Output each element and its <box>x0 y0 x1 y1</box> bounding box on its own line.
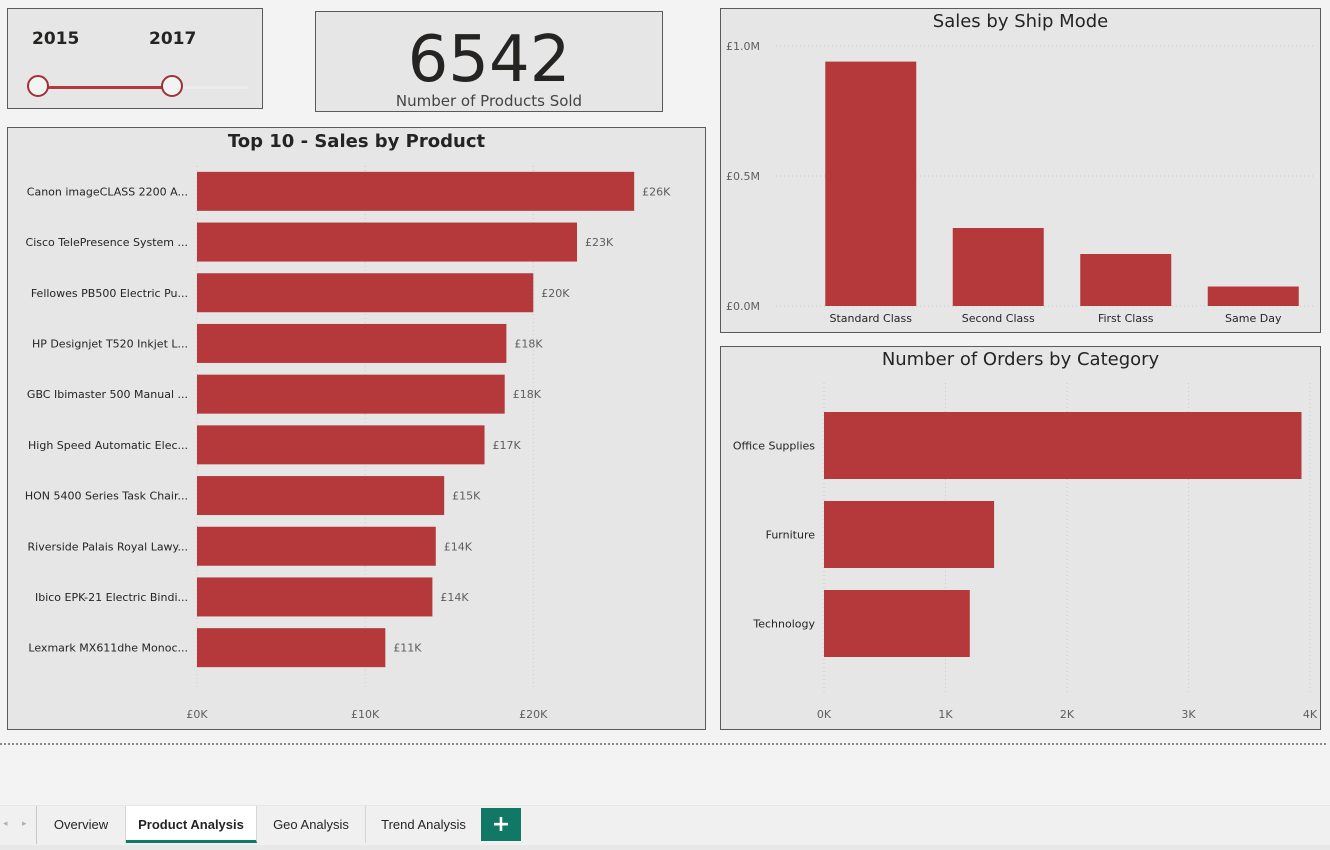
ship-mode-chart[interactable]: Sales by Ship Mode £0.0M £0.5M £1.0M Standa… <box>720 8 1321 333</box>
page-tab-bar: ◂ ▸ Overview Product Analysis Geo Analys… <box>0 805 1330 846</box>
category-label: Furniture <box>766 529 816 542</box>
chart-title: Number of Orders by Category <box>881 349 1160 370</box>
y-tick-label: £0.5M <box>726 170 760 183</box>
category-label: Standard Class <box>830 312 913 325</box>
category-label: Ibico EPK-21 Electric Bindi... <box>35 591 188 604</box>
data-label: £15K <box>452 490 481 503</box>
data-label: £14K <box>444 540 473 553</box>
category-label: Office Supplies <box>733 440 815 453</box>
tab-trend-analysis[interactable]: Trend Analysis <box>381 817 466 832</box>
slicer-start-handle[interactable] <box>27 75 49 97</box>
bar[interactable] <box>197 476 445 516</box>
data-label: £20K <box>541 287 570 300</box>
bar[interactable] <box>1080 254 1172 306</box>
top10-sales-plot: £0K £10K £20K Canon imageCLASS 2200 A... £26… <box>25 166 671 721</box>
category-label: HON 5400 Series Task Chair... <box>25 490 188 503</box>
year-range-slicer[interactable]: 2015 2017 <box>7 8 263 109</box>
status-strip <box>0 845 1330 850</box>
data-label: £26K <box>642 185 671 198</box>
bar[interactable] <box>197 222 578 262</box>
bar[interactable] <box>197 526 436 566</box>
canvas-divider <box>0 743 1326 745</box>
data-label: £18K <box>514 337 543 350</box>
top10-sales-chart[interactable]: Top 10 - Sales by Product £0K £10K £20K Can… <box>7 127 706 730</box>
kpi-label: Number of Products Sold <box>395 92 583 110</box>
category-label: Same Day <box>1225 312 1282 325</box>
next-page-arrow-icon[interactable]: ▸ <box>22 819 27 829</box>
add-page-button[interactable]: + <box>481 808 521 841</box>
bar[interactable] <box>197 577 433 617</box>
data-label: £14K <box>440 591 469 604</box>
x-tick-label: 2K <box>1060 708 1075 721</box>
slicer-range-fill <box>46 86 180 89</box>
data-label: £18K <box>513 388 542 401</box>
x-tick-label: £0K <box>186 708 208 721</box>
bar[interactable] <box>825 61 917 306</box>
category-label: Technology <box>752 618 815 631</box>
tab-geo-analysis[interactable]: Geo Analysis <box>257 806 366 843</box>
bar[interactable] <box>824 412 1302 479</box>
y-tick-label: £1.0M <box>726 40 760 53</box>
bar[interactable] <box>824 590 970 657</box>
category-label: Cisco TelePresence System ... <box>26 236 188 249</box>
orders-by-category-plot: 0K 1K 2K 3K 4K Office Supplies Furniture Techno… <box>733 383 1318 721</box>
bar[interactable] <box>824 501 995 568</box>
data-label: £11K <box>393 642 422 655</box>
category-label: GBC Ibimaster 500 Manual ... <box>27 388 188 401</box>
kpi-value: 6542 <box>407 23 571 97</box>
category-label: Second Class <box>962 312 1035 325</box>
category-label: Riverside Palais Royal Lawy... <box>28 540 188 553</box>
slicer-start-year: 2015 <box>32 29 80 49</box>
category-label: HP Designjet T520 Inkjet L... <box>32 337 188 350</box>
bar[interactable] <box>952 228 1044 306</box>
orders-by-category-chart[interactable]: Number of Orders by Category 0K 1K 2K 3K 4K O… <box>720 346 1321 730</box>
tab-product-analysis[interactable]: Product Analysis <box>126 806 257 843</box>
data-label: £23K <box>585 236 614 249</box>
x-tick-label: £10K <box>351 708 380 721</box>
x-tick-label: 1K <box>938 708 953 721</box>
x-tick-label: 3K <box>1181 708 1196 721</box>
bar[interactable] <box>197 273 534 313</box>
slicer-end-handle[interactable] <box>161 75 183 97</box>
bar[interactable] <box>197 171 635 211</box>
bar[interactable] <box>197 374 505 414</box>
chart-title: Top 10 - Sales by Product <box>227 131 486 152</box>
category-label: Canon imageCLASS 2200 A... <box>27 185 188 198</box>
bar[interactable] <box>197 425 485 465</box>
bar[interactable] <box>197 323 507 363</box>
chart-title: Sales by Ship Mode <box>932 11 1109 32</box>
x-tick-label: £20K <box>519 708 548 721</box>
category-label: Lexmark MX611dhe Monoc... <box>28 642 188 655</box>
tab-overview[interactable]: Overview <box>37 806 126 843</box>
bar[interactable] <box>1207 286 1299 307</box>
category-label: First Class <box>1098 312 1154 325</box>
category-label: Fellowes PB500 Electric Pu... <box>31 287 188 300</box>
kpi-card: 6542 Number of Products Sold <box>315 11 663 112</box>
x-tick-label: 0K <box>817 708 832 721</box>
slicer-end-year: 2017 <box>149 29 197 49</box>
ship-mode-plot: £0.0M £0.5M £1.0M Standard Class Second Clas… <box>726 40 1316 325</box>
bar[interactable] <box>197 628 386 668</box>
data-label: £17K <box>493 439 522 452</box>
y-tick-label: £0.0M <box>726 300 760 313</box>
category-label: High Speed Automatic Elec... <box>28 439 188 452</box>
prev-page-arrow-icon[interactable]: ◂ <box>3 819 8 829</box>
tab-separator <box>36 806 37 844</box>
x-tick-label: 4K <box>1303 708 1318 721</box>
